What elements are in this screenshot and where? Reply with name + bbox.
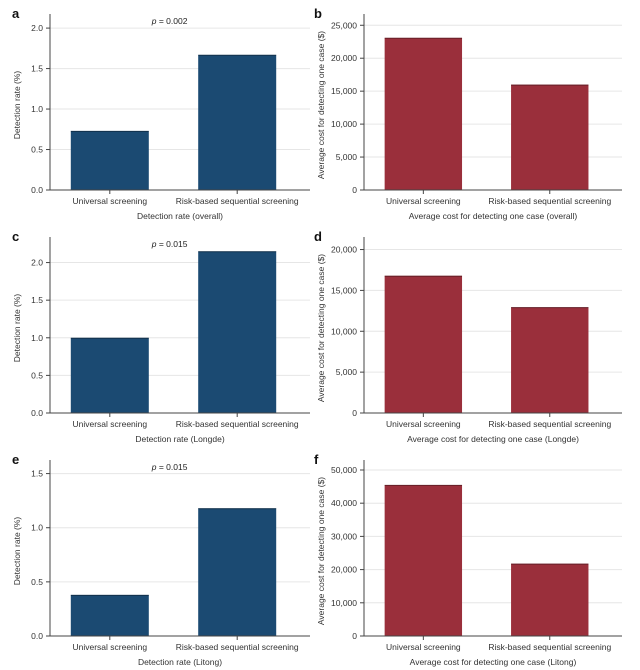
y-tick-label: 50,000	[331, 465, 357, 475]
bar-risk-based	[198, 251, 277, 413]
y-tick-label: 1.0	[31, 523, 43, 533]
bar-universal	[70, 130, 149, 190]
y-axis-title: Average cost for detecting one case ($)	[316, 31, 326, 179]
panel-d: 0 5,000 10,000 15,000 20,000 Universal screen…	[314, 229, 622, 444]
panel-label: d	[314, 229, 322, 244]
y-tick-label: 0	[352, 631, 357, 641]
y-tick-label: 1.5	[31, 64, 43, 74]
x-tick-label: Universal screening	[386, 419, 461, 429]
y-tick-label: 20,000	[331, 245, 357, 255]
x-tick-label: Universal screening	[72, 642, 147, 652]
y-tick-label: 40,000	[331, 498, 357, 508]
y-tick-label: 10,000	[331, 598, 357, 608]
y-tick-label: 0.5	[31, 577, 43, 587]
y-tick-label: 1.0	[31, 333, 43, 343]
y-tick-label: 10,000	[331, 119, 357, 129]
panel-label: f	[314, 452, 319, 467]
x-tick-label: Universal screening	[72, 196, 147, 206]
x-axis-title: Average cost for detecting one case (ove…	[409, 211, 578, 221]
x-axis-title: Detection rate (Longde)	[135, 434, 224, 444]
y-tick-label: 0.0	[31, 631, 43, 641]
panel-label: c	[12, 229, 19, 244]
y-tick-label: 15,000	[331, 86, 357, 96]
y-axis-title: Average cost for detecting one case ($)	[316, 477, 326, 625]
x-tick-label: Universal screening	[72, 419, 147, 429]
p-value-annotation: p = 0.015	[151, 462, 188, 472]
y-tick-label: 2.0	[31, 258, 43, 268]
x-tick-label: Risk-based sequential screening	[488, 642, 611, 652]
y-tick-label: 0.5	[31, 145, 43, 155]
y-tick-label: 1.0	[31, 104, 43, 114]
panel-c: 0.0 0.5 1.0 1.5 2.0 Universal screening Risk-b…	[12, 229, 310, 444]
y-tick-label: 20,000	[331, 53, 357, 63]
x-axis-title: Average cost for detecting one case (Lon…	[407, 434, 579, 444]
x-tick-label: Risk-based sequential screening	[488, 419, 611, 429]
y-tick-label: 0	[352, 185, 357, 195]
y-axis-title: Detection rate (%)	[12, 294, 22, 363]
y-axis-title: Detection rate (%)	[12, 517, 22, 586]
x-tick-label: Universal screening	[386, 642, 461, 652]
p-value-annotation: p = 0.002	[151, 16, 188, 26]
y-tick-label: 0.5	[31, 370, 43, 380]
bar-universal	[384, 37, 463, 191]
y-tick-label: 30,000	[331, 531, 357, 541]
y-tick-label: 25,000	[331, 20, 357, 30]
y-tick-label: 0.0	[31, 408, 43, 418]
y-tick-label: 20,000	[331, 565, 357, 575]
bar-risk-based	[198, 54, 277, 190]
bar-universal	[70, 337, 149, 413]
panel-label: b	[314, 6, 322, 21]
panel-label: a	[12, 6, 20, 21]
panel-b: 0 5,000 10,000 15,000 20,000 25,000 Universal …	[314, 6, 622, 221]
bar-risk-based	[511, 84, 589, 190]
bar-risk-based	[198, 508, 277, 636]
y-axis-title: Average cost for detecting one case ($)	[316, 254, 326, 402]
x-tick-label: Risk-based sequential screening	[488, 196, 611, 206]
panel-label: e	[12, 452, 19, 467]
x-tick-label: Risk-based sequential screening	[176, 419, 299, 429]
y-tick-label: 5,000	[336, 367, 358, 377]
y-tick-label: 0	[352, 408, 357, 418]
y-tick-label: 10,000	[331, 326, 357, 336]
x-tick-label: Risk-based sequential screening	[176, 196, 299, 206]
bar-universal	[384, 484, 463, 636]
bar-universal	[70, 594, 149, 636]
bar-risk-based	[511, 307, 589, 413]
bar-universal	[384, 275, 463, 413]
y-axis-title: Detection rate (%)	[12, 71, 22, 140]
panel-e: 0.0 0.5 1.0 1.5 Universal screening Risk-base…	[12, 452, 310, 667]
x-axis-title: Detection rate (Litong)	[138, 657, 222, 667]
y-tick-label: 0.0	[31, 185, 43, 195]
y-tick-label: 1.5	[31, 295, 43, 305]
x-axis-title: Average cost for detecting one case (Lit…	[410, 657, 577, 667]
x-tick-label: Universal screening	[386, 196, 461, 206]
panel-a: 0.0 0.5 1.0 1.5 2.0 Universal screening Risk-b…	[12, 6, 310, 221]
y-tick-label: 15,000	[331, 285, 357, 295]
bar-risk-based	[511, 563, 589, 636]
y-tick-label: 2.0	[31, 23, 43, 33]
p-value-annotation: p = 0.015	[151, 239, 188, 249]
x-tick-label: Risk-based sequential screening	[176, 642, 299, 652]
panel-f: 0 10,000 20,000 30,000 40,000 50,000 Universal…	[314, 452, 622, 667]
y-tick-label: 5,000	[336, 152, 358, 162]
y-tick-label: 1.5	[31, 469, 43, 479]
x-axis-title: Detection rate (overall)	[137, 211, 223, 221]
